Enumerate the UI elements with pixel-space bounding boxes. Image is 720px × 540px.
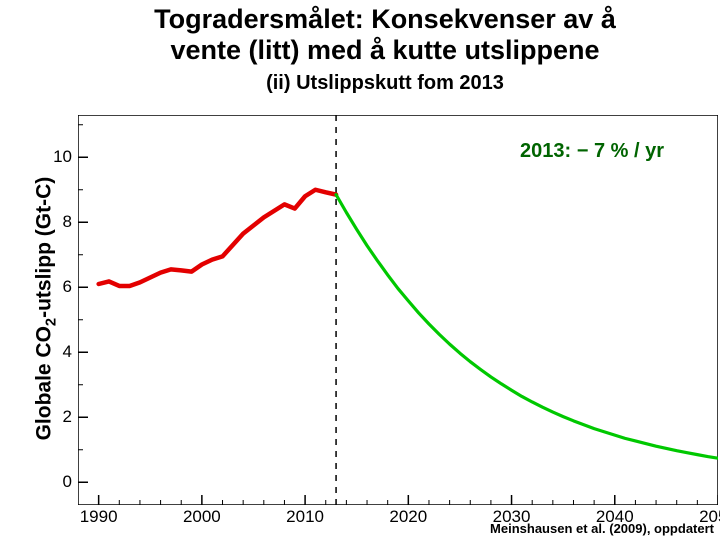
title-line2: vente (litt) med å kutte utslippene [170,35,599,65]
subtitle: (ii) Utslippskutt fom 2013 [70,72,700,95]
xtick-label: 2000 [180,507,224,527]
ytick-label: 10 [42,147,72,167]
ytick-label: 2 [42,407,72,427]
chart-svg [78,115,718,505]
xtick-label: 2040 [593,507,637,527]
ytick-label: 4 [42,342,72,362]
ytick-label: 0 [42,472,72,492]
ytick-label: 8 [42,212,72,232]
main-title: Togradersmålet: Konsekvenser av å vente … [70,4,700,66]
ytick-label: 6 [42,277,72,297]
xtick-label: 1990 [77,507,121,527]
xtick-label: 2020 [386,507,430,527]
title-line1: Togradersmålet: Konsekvenser av å [154,4,616,34]
xtick-label: 2010 [283,507,327,527]
xtick-label: 2050 [696,507,720,527]
xtick-label: 2030 [490,507,534,527]
